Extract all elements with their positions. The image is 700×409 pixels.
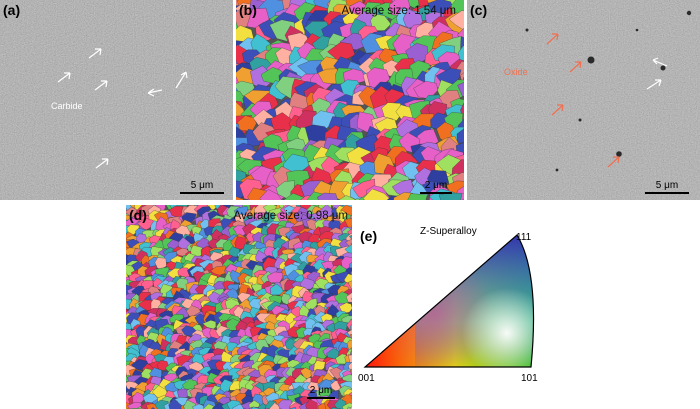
grain	[381, 102, 403, 123]
grain	[338, 302, 352, 313]
scale-bar-a-label: 5 μm	[190, 180, 214, 191]
grain	[299, 277, 315, 290]
panel-a-sem-micrograph: (a) Carbide 5 μm	[0, 0, 233, 200]
ipf-corner-001: 001	[358, 373, 375, 384]
grain	[234, 236, 247, 250]
grain	[168, 398, 184, 409]
grain	[349, 406, 352, 409]
grain	[344, 244, 352, 255]
scale-bar-c: 5 μm	[645, 180, 689, 194]
panel-e-label: (e)	[360, 228, 378, 244]
white-arrows-c	[646, 57, 668, 90]
scale-bar-d-label: 2 μm	[309, 385, 333, 396]
panel-d-label: (d)	[129, 207, 147, 223]
carbide-arrows	[57, 48, 188, 169]
grain	[236, 196, 244, 200]
grain	[317, 192, 338, 200]
scale-bar-c-label: 5 μm	[655, 180, 679, 191]
average-size-d: Average size: 0.98 μm	[233, 210, 348, 222]
grain	[349, 368, 352, 376]
grain	[457, 82, 464, 97]
grain	[349, 234, 352, 241]
grain	[350, 395, 352, 400]
grain	[344, 218, 352, 228]
grain	[210, 265, 228, 276]
grain	[259, 189, 282, 200]
carbide-annotation: Carbide	[51, 101, 83, 111]
ebsd-grain-map-b	[236, 0, 464, 200]
grain	[346, 339, 352, 351]
grain	[305, 399, 318, 409]
grain	[463, 127, 464, 131]
scale-bar-a: 5 μm	[180, 180, 224, 194]
grain	[176, 278, 189, 291]
ebsd-grain-map-d	[126, 205, 352, 409]
grain	[456, 128, 464, 144]
grain	[349, 334, 352, 340]
panel-b-label: (b)	[239, 2, 257, 18]
ipf-triangle	[363, 234, 535, 368]
panel-a-label: (a)	[3, 2, 21, 18]
grain	[270, 283, 285, 296]
scale-bar-b-label: 2 μm	[424, 180, 448, 191]
grain	[351, 297, 352, 301]
panel-c-sem-micrograph: (c) Oxide 5 μm	[467, 0, 700, 200]
oxide-annotation: Oxide	[504, 67, 528, 77]
oxide-particles	[525, 10, 692, 172]
panel-b-ebsd-map: (b) Average size: 1.54 μm 2 μm	[236, 0, 464, 200]
grain	[348, 354, 352, 365]
grain	[460, 102, 464, 120]
grain	[345, 292, 352, 303]
ipf-title: Z-Superalloy	[420, 226, 477, 237]
panel-d-ebsd-map: (d) Average size: 0.98 μm 2 μm	[126, 205, 352, 409]
scale-bar-d: 2 μm	[307, 385, 335, 399]
grain	[211, 402, 226, 409]
grain	[362, 188, 391, 200]
sem-image-a	[0, 0, 233, 200]
grain	[248, 400, 260, 409]
grain	[462, 198, 464, 200]
grain	[347, 280, 352, 289]
grain	[275, 180, 295, 200]
ipf-corner-111: 111	[516, 232, 532, 243]
grain	[228, 246, 240, 258]
grain	[407, 193, 428, 200]
average-size-b: Average size: 1.54 μm	[341, 5, 456, 17]
panel-c-label: (c)	[470, 2, 488, 18]
grain	[448, 10, 464, 31]
sem-image-c	[467, 0, 700, 200]
ipf-corner-101: 101	[521, 373, 538, 384]
oxide-arrows	[546, 33, 620, 168]
grain	[338, 195, 357, 200]
panel-e-ipf-key: (e) Z-Superalloy 111 001 101	[355, 205, 555, 409]
scale-bar-b: 2 μm	[420, 180, 452, 194]
grain	[438, 192, 463, 200]
